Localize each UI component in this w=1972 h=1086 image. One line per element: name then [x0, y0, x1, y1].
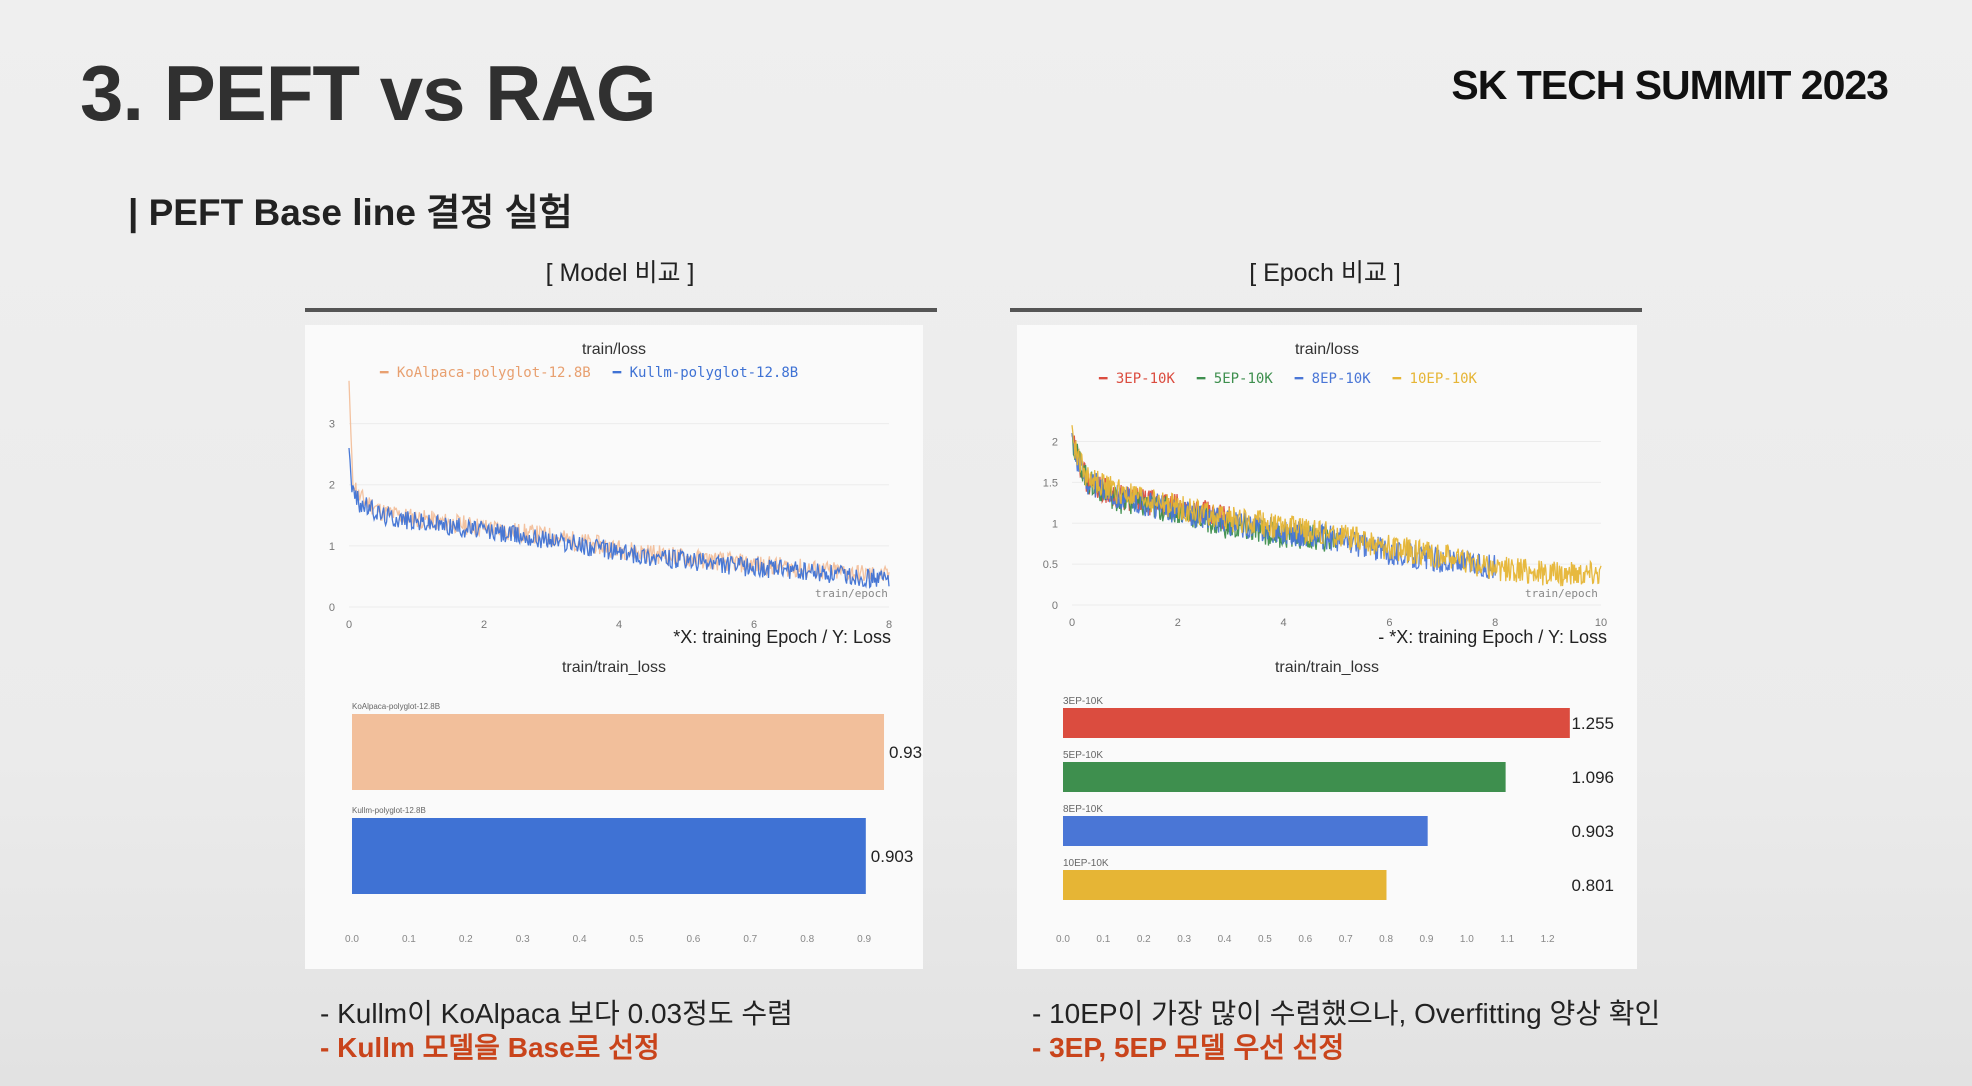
bar-x-tick-label: 0.5: [630, 934, 644, 945]
legend-item-10ep: ━ 10EP-10K: [1392, 371, 1477, 387]
model-line-chart: 0 1 2 3 0 2 4 6 8 KoAlpaca-polyglot-12.8B 0.935 Ku…: [329, 380, 923, 945]
x-tick-label: 8: [886, 619, 892, 631]
model-line-caption: *X: training Epoch / Y: Loss: [673, 627, 891, 647]
x-tick-label: 4: [1281, 617, 1287, 629]
model-compare-divider: [305, 308, 937, 312]
bar: [1063, 870, 1387, 900]
model-finding-2: - Kullm 모델을 Base로 선정: [320, 1032, 660, 1063]
bar-x-tick-label: 0.3: [1177, 934, 1191, 945]
y-tick-label: 0: [329, 602, 335, 614]
y-tick-label: 0: [1052, 600, 1058, 612]
x-tick-label: 0: [346, 619, 352, 631]
bar-x-tick-label: 1.1: [1500, 934, 1514, 945]
bar-x-tick-label: 0.0: [345, 934, 359, 945]
brand-logo-text: SK TECH SUMMIT 2023: [1451, 62, 1889, 108]
bar-x-tick-label: 0.4: [573, 934, 587, 945]
bar: [1063, 816, 1428, 846]
epoch-bar-chart-title: train/train_loss: [1274, 659, 1380, 676]
x-tick-label: 10: [1595, 617, 1607, 629]
model-bar-chart-title: train/train_loss: [561, 659, 667, 676]
bar-x-tick-label: 0.9: [1420, 934, 1434, 945]
model-compare-panel: train/loss ━ KoAlpaca-polyglot-12.8B ━ K…: [305, 325, 923, 969]
bar-x-tick-label: 0.0: [1056, 934, 1070, 945]
bar-x-tick-label: 1.0: [1460, 934, 1474, 945]
legend-item-8ep: ━ 8EP-10K: [1294, 371, 1371, 387]
bar-x-tick-label: 0.7: [743, 934, 757, 945]
legend-item-kullm: ━ Kullm-polyglot-12.8B: [612, 365, 799, 381]
epoch-line-chart-title: train/loss: [1294, 341, 1360, 358]
bar-x-tick-label: 0.8: [800, 934, 814, 945]
model-line-chart-title: train/loss: [581, 341, 647, 358]
x-tick-label: 6: [751, 619, 757, 631]
bar-x-tick-label: 0.2: [459, 934, 473, 945]
bar-category-label: 5EP-10K: [1063, 750, 1103, 761]
bar-x-tick-label: 0.4: [1218, 934, 1232, 945]
y-tick-label: 0.5: [1043, 559, 1058, 571]
y-tick-label: 1: [1052, 518, 1058, 530]
bar-value-label: 0.903: [1571, 822, 1614, 841]
model-line-axis-note: train/epoch: [815, 587, 888, 600]
slide-title: 3. PEFT vs RAG: [80, 49, 656, 137]
bar-x-tick-label: 0.6: [686, 934, 700, 945]
bar-value-label: 0.903: [871, 847, 914, 866]
y-tick-label: 3: [329, 419, 335, 431]
epoch-compare-title: [ Epoch 비교 ]: [1249, 259, 1401, 287]
legend-item-koalpaca: ━ KoAlpaca-polyglot-12.8B: [380, 365, 591, 381]
bar-value-label: 1.096: [1571, 768, 1614, 787]
bar: [352, 818, 866, 894]
bar: [352, 714, 885, 790]
epoch-compare-panel: train/loss ━ 3EP-10K ━ 5EP-10K ━ 8EP-10K…: [1017, 325, 1637, 969]
y-tick-label: 1: [329, 541, 335, 553]
bar-value-label: 0.935: [889, 743, 923, 762]
x-tick-label: 2: [1175, 617, 1181, 629]
epoch-line-axis-note: train/epoch: [1525, 587, 1598, 600]
bar-category-label: KoAlpaca-polyglot-12.8B: [352, 702, 440, 711]
y-tick-label: 1.5: [1043, 477, 1058, 489]
bar-x-tick-label: 0.6: [1298, 934, 1312, 945]
bar-value-label: 1.255: [1571, 714, 1614, 733]
epoch-finding-1: - 10EP이 가장 많이 수렴했으나, Overfitting 양상 확인: [1032, 998, 1661, 1029]
x-tick-label: 4: [616, 619, 622, 631]
x-tick-label: 0: [1069, 617, 1075, 629]
bar: [1063, 708, 1570, 738]
model-compare-title: [ Model 비교 ]: [545, 259, 695, 287]
x-tick-label: 8: [1492, 617, 1498, 629]
bar-x-tick-label: 0.5: [1258, 934, 1272, 945]
bar-category-label: 10EP-10K: [1063, 858, 1109, 869]
series-line: [1071, 425, 1602, 587]
bar-category-label: Kullm-polyglot-12.8B: [352, 806, 426, 815]
x-tick-label: 6: [1386, 617, 1392, 629]
bar-x-tick-label: 0.8: [1379, 934, 1393, 945]
x-tick-label: 2: [481, 619, 487, 631]
bar-x-tick-label: 0.7: [1339, 934, 1353, 945]
legend-item-3ep: ━ 3EP-10K: [1099, 371, 1175, 387]
series-line: [348, 447, 890, 589]
y-tick-label: 2: [329, 480, 335, 492]
legend-item-5ep: ━ 5EP-10K: [1196, 371, 1273, 387]
y-tick-label: 2: [1052, 437, 1058, 449]
bar-x-tick-label: 1.2: [1541, 934, 1555, 945]
model-finding-1: - Kullm이 KoAlpaca 보다 0.03정도 수렴: [320, 998, 793, 1029]
bar-category-label: 8EP-10K: [1063, 804, 1103, 815]
bar: [1063, 762, 1506, 792]
epoch-line-chart: 0 0.5 1 1.5 2 0 2 4 6 8 10 3EP-10K 1.255 5EP-10K 1.09…: [1043, 425, 1614, 945]
series-line: [348, 380, 890, 583]
epoch-line-caption: - *X: training Epoch / Y: Loss: [1378, 627, 1607, 647]
bar-x-tick-label: 0.3: [516, 934, 530, 945]
bar-x-tick-label: 0.1: [402, 934, 416, 945]
bar-category-label: 3EP-10K: [1063, 696, 1103, 707]
epoch-line-legend: ━ 3EP-10K ━ 5EP-10K ━ 8EP-10K ━ 10EP-10K: [1099, 371, 1477, 387]
epoch-compare-divider: [1010, 308, 1642, 312]
bar-x-tick-label: 0.1: [1096, 934, 1110, 945]
epoch-finding-2: - 3EP, 5EP 모델 우선 선정: [1032, 1032, 1345, 1063]
bar-x-tick-label: 0.2: [1137, 934, 1151, 945]
section-subtitle: | PEFT Base line 결정 실험: [128, 192, 573, 233]
model-line-legend: ━ KoAlpaca-polyglot-12.8B ━ Kullm-polygl…: [380, 365, 798, 381]
bar-x-tick-label: 0.9: [857, 934, 871, 945]
bar-value-label: 0.801: [1571, 876, 1614, 895]
